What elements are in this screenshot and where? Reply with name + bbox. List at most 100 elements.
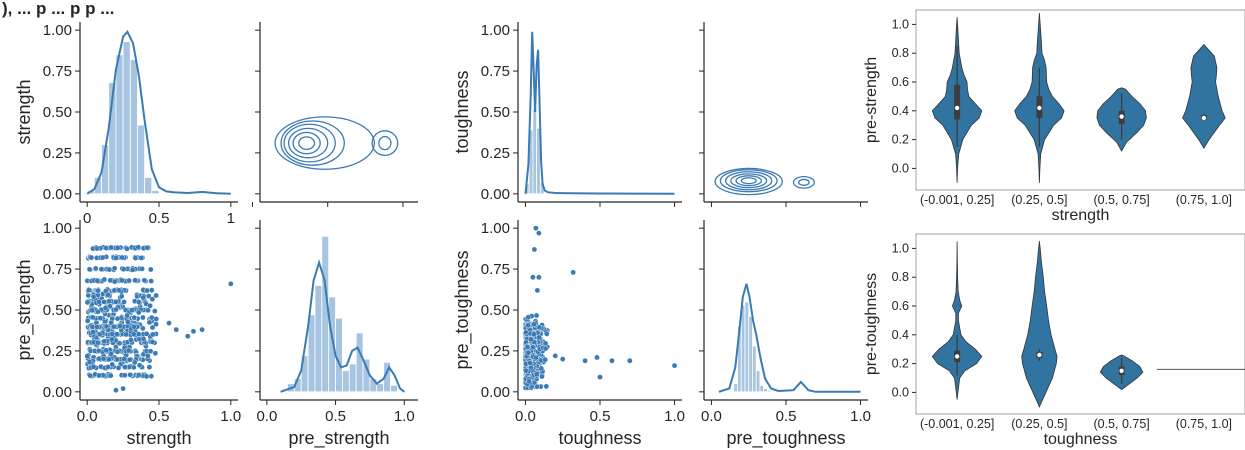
chart-0-panel-1-kde-contour — [287, 127, 329, 159]
chart-3-ytick-label: 1.0 — [892, 241, 909, 255]
chart-2-violin-iqr — [954, 84, 961, 120]
chart-3-violin-body — [931, 241, 983, 400]
chart-1-panel-2-scatter-point — [542, 340, 549, 347]
chart-1-panel-3-xtick-label: 0.5 — [776, 408, 797, 425]
chart-1-panel-2-scatter-point — [559, 356, 566, 362]
chart-1-panel-2-ytick-label: 0.25 — [481, 343, 510, 360]
chart-2-ytick-label: 0.8 — [892, 46, 909, 60]
chart-0-panel-2-scatter-point — [95, 347, 102, 354]
chart-1-panel-2-ytick-label: 0.50 — [481, 302, 510, 319]
chart-0-panel-2-scatter-point — [199, 326, 205, 333]
chart-0-panel-2-scatter-point — [121, 356, 127, 362]
chart-0-panel-3-hist-bar — [314, 285, 323, 393]
chart-1-panel-2-xtick-label: 1.0 — [664, 408, 685, 425]
chart-0-panel-2-ytick-label: 0.50 — [43, 302, 72, 319]
chart-2-ytick-label: 1.0 — [892, 17, 909, 31]
chart-2-xtick-label: (0.25, 0.5] — [1011, 193, 1067, 207]
chart-1-panel-3-hist-bar — [744, 301, 750, 393]
chart-0-panel-2-ytick-label: 0.00 — [43, 384, 72, 401]
chart-2-violin-median — [1037, 105, 1042, 111]
chart-0-panel-2-scatter-point — [153, 321, 159, 328]
chart-0-panel-2-scatter-point — [108, 351, 114, 357]
chart-0-panel-0-ytick-label: 1.00 — [43, 22, 72, 39]
chart-0-panel-3-hist-bar — [328, 296, 336, 393]
chart-0-panel-2-scatter-point — [103, 323, 110, 330]
chart-0-panel-2-scatter-point — [190, 328, 197, 335]
chart-0-panel-2-scatter-point — [143, 373, 150, 380]
chart-0-panel-2-scatter-point — [152, 308, 158, 314]
chart-0-panel-2-scatter-point — [105, 291, 111, 298]
chart-1-panel-2-scatter-point — [528, 336, 534, 343]
chart-0-panel-2-scatter-point — [147, 302, 153, 309]
chart-0-panel-0-ytick-label: 0.25 — [43, 145, 72, 162]
chart-1-panel-2-scatter-point — [531, 331, 537, 338]
chart-0-panel-2-scatter-point — [119, 254, 125, 261]
chart-1-panel-2-scatter-point — [544, 331, 550, 337]
chart-1-panel-2-scatter-point — [534, 383, 540, 390]
chart-3-ytick-label: 0.4 — [892, 328, 909, 342]
chart-0-panel-2-scatter-point — [96, 331, 103, 338]
chart-0-panel-2-scatter-point — [184, 333, 191, 339]
chart-0-panel-2-scatter-point — [90, 293, 97, 300]
chart-0-panel-2-scatter-point — [131, 359, 138, 366]
chart-1-panel-0-ytick-label: 1.00 — [481, 22, 510, 39]
chart-3-ytick-label: 0.8 — [892, 270, 909, 284]
chart-0-panel-2-scatter-point — [144, 287, 150, 294]
chart-0-panel-0-xtick-label: 0.5 — [149, 210, 170, 227]
chart-1-panel-3-xlabel: pre_toughness — [726, 428, 845, 449]
chart-0-panel-2-scatter-point — [121, 299, 127, 305]
chart-0-panel-2-scatter-point — [86, 287, 92, 293]
chart-0-panel-2-scatter-point — [90, 314, 96, 321]
chart-0-panel-2-scatter-point — [152, 350, 159, 357]
chart-0-panel-0-ytick-label: 0.00 — [43, 186, 72, 203]
chart-0-panel-2-scatter-point — [135, 309, 142, 316]
chart-0-panel-2-xtick-label: 0.5 — [149, 408, 170, 425]
chart-1-panel-2-scatter-point — [570, 269, 576, 276]
chart-1-panel-2-scatter-point — [538, 365, 545, 372]
chart-0-panel-2-scatter-point — [120, 266, 127, 272]
chart-0-panel-3-hist-bar — [335, 317, 343, 393]
chart-1-panel-1-kde-contour — [798, 178, 810, 186]
chart-3-xtick-label: (0.25, 0.5] — [1011, 417, 1067, 431]
chart-0-panel-2-scatter-point — [153, 292, 159, 299]
chart-1-panel-2-scatter-point — [531, 321, 537, 328]
chart-0-panel-2-scatter-point — [135, 299, 142, 305]
chart-1-panel-2-scatter-point — [534, 287, 541, 294]
figure-caption: ), ... p ... p p ... — [2, 0, 114, 18]
chart-1-panel-2-xtick-label: 0.0 — [515, 408, 536, 425]
chart-0-panel-0-hist-bar — [151, 190, 160, 195]
chart-0-panel-2-scatter-point — [111, 287, 118, 294]
chart-1-panel-3-hist-bar — [748, 316, 753, 393]
chart-0-panel-2-scatter-point — [113, 387, 119, 393]
chart-1-panel-2-scatter-point — [524, 344, 531, 350]
chart-1-panel-2-scatter-point — [526, 378, 532, 385]
chart-0-panel-0-hist-bar — [129, 59, 138, 195]
chart-3-ylabel: pre-toughness — [863, 273, 880, 375]
chart-0-panel-0-xtick-label: 0 — [83, 210, 91, 227]
chart-0-panel-2-scatter-point — [136, 372, 142, 378]
chart-0-panel-2-scatter-point — [116, 340, 123, 347]
chart-0-panel-2-scatter-point — [140, 336, 147, 342]
chart-0-panel-3-xtick-label: 0.0 — [256, 408, 277, 425]
chart-0-panel-2-scatter-point — [86, 358, 93, 365]
chart-3-violin-median — [1037, 352, 1042, 358]
chart-1-panel-2-ylabel: pre_toughness — [452, 250, 473, 369]
chart-0-panel-2-scatter-point — [149, 339, 156, 345]
chart-3-xtick-label: (0.5, 0.75] — [1093, 417, 1149, 431]
chart-0-panel-2-scatter-point — [140, 314, 146, 321]
chart-1-panel-2-scatter-point — [582, 357, 588, 364]
chart-0-panel-2-scatter-point — [114, 331, 120, 338]
chart-0-panel-2-scatter-point — [129, 267, 136, 273]
chart-0-panel-3-hist-bar — [355, 332, 364, 393]
chart-1-panel-2-ytick-label: 0.75 — [481, 261, 510, 278]
chart-1-panel-2-ytick-label: 1.00 — [481, 220, 510, 237]
chart-0-panel-2-scatter-point — [109, 331, 116, 337]
chart-2-violin-median — [954, 105, 960, 111]
chart-3-ytick-label: 0.0 — [892, 385, 909, 399]
chart-0-panel-0-ylabel: strength — [14, 79, 34, 144]
chart-1-panel-2-scatter-point — [671, 362, 678, 369]
chart-0-panel-2-scatter-point — [115, 365, 122, 371]
chart-1-panel-2-scatter-point — [594, 354, 600, 361]
chart-0-panel-2-scatter-point — [98, 266, 105, 273]
